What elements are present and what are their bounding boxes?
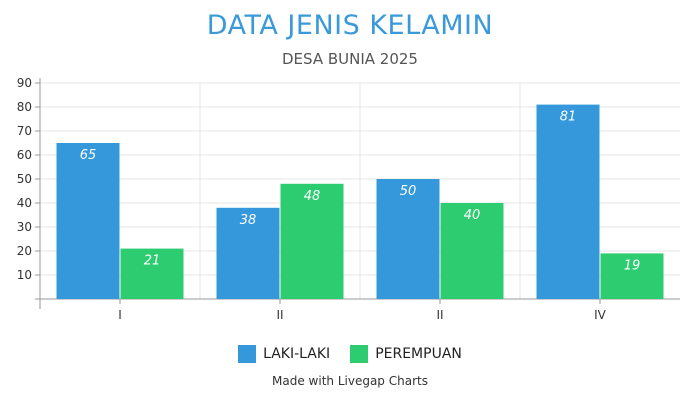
bar xyxy=(376,179,440,299)
bar xyxy=(56,143,120,299)
data-label: 48 xyxy=(304,189,321,204)
data-label: 21 xyxy=(144,254,161,269)
legend-swatch-laki-laki xyxy=(238,345,257,363)
x-tick-label: IV xyxy=(594,308,607,322)
x-tick-label: I xyxy=(118,308,122,322)
chart-subtitle: DESA BUNIA 2025 xyxy=(282,50,418,68)
legend-label-laki-laki: LAKI-LAKI xyxy=(263,346,331,362)
bar-chart: 10 20 30 40 50 60 70 80 90 65 21 I 38 48 II 50 40 II 81 19 I… xyxy=(17,76,680,322)
y-tick-label: 20 xyxy=(17,244,32,258)
data-label: 65 xyxy=(80,148,97,163)
legend: LAKI-LAKI PEREMPUAN xyxy=(0,345,700,363)
bar xyxy=(216,207,280,299)
y-tick-label: 90 xyxy=(17,76,32,90)
chart-title: DATA JENIS KELAMIN xyxy=(206,10,494,41)
y-tick-label: 50 xyxy=(17,172,32,186)
x-tick-label: II xyxy=(276,308,283,322)
legend-item-laki-laki[interactable]: LAKI-LAKI xyxy=(238,345,330,363)
bar xyxy=(440,203,504,299)
y-tick-label: 70 xyxy=(17,124,32,138)
y-tick-label: 10 xyxy=(17,268,32,282)
data-label: 81 xyxy=(560,110,577,125)
bar xyxy=(120,248,184,299)
data-label: 40 xyxy=(464,208,481,223)
y-tick-label: 40 xyxy=(17,196,32,210)
bar xyxy=(536,104,600,299)
y-tick-label: 30 xyxy=(17,220,32,234)
data-label: 38 xyxy=(240,213,257,228)
x-tick-label: II xyxy=(436,308,443,322)
bar xyxy=(280,183,344,299)
legend-item-perempuan[interactable]: PEREMPUAN xyxy=(350,345,462,363)
legend-swatch-perempuan xyxy=(350,345,369,363)
data-label: 50 xyxy=(400,184,417,199)
bar xyxy=(600,253,664,299)
legend-label-perempuan: PEREMPUAN xyxy=(375,346,462,362)
y-tick-label: 60 xyxy=(17,148,32,162)
data-label: 19 xyxy=(624,258,641,273)
footer-credit[interactable]: Made with Livegap Charts xyxy=(272,374,428,388)
y-tick-label: 80 xyxy=(17,100,32,114)
